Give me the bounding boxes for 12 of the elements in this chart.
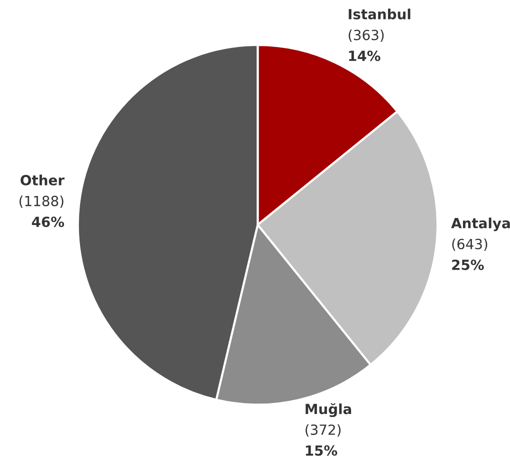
slice-label: Antalya	[451, 218, 510, 232]
data-label: (643)	[452, 238, 488, 251]
text: 15%	[306, 445, 338, 456]
text: 14%	[349, 50, 380, 62]
data-label: (1188)	[20, 196, 64, 208]
slice-label: Other	[20, 174, 64, 186]
slice-label: Istanbul	[348, 8, 410, 20]
slice-label: Muğla	[306, 403, 352, 418]
text: 46%	[32, 216, 64, 228]
data-label: (372)	[306, 424, 341, 437]
text: 25%	[452, 260, 484, 270]
data-label: (363)	[348, 30, 384, 42]
